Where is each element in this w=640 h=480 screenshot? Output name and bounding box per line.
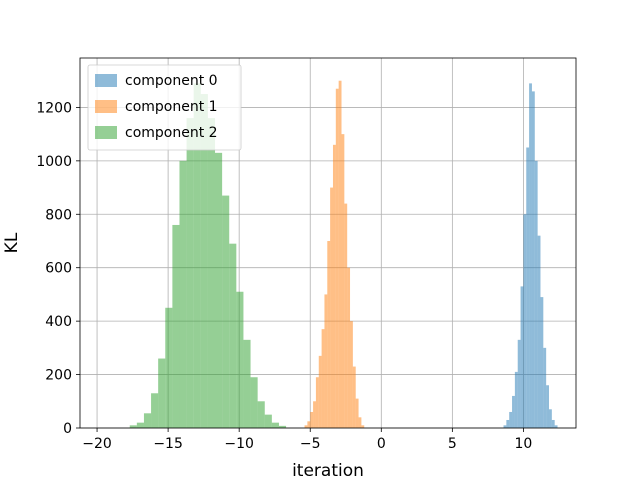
- bar-series-2-bin-16: [243, 339, 251, 428]
- bar-series-0-bin-7: [523, 214, 527, 428]
- bar-series-2-bin-2: [143, 413, 152, 428]
- bar-series-1-bin-3: [313, 401, 316, 428]
- legend-label-0: component 0: [125, 73, 218, 89]
- bar-series-1-bin-1: [307, 421, 311, 428]
- bar-series-2-bin-8: [186, 118, 194, 428]
- bar-series-2-bin-11: [207, 118, 216, 428]
- bar-series-2-bin-6: [172, 224, 180, 428]
- bar-series-0-bin-0: [503, 425, 507, 428]
- bar-series-2-bin-19: [264, 414, 272, 428]
- x-tick-label-2: −10: [224, 436, 254, 452]
- bar-series-2-bin-14: [229, 243, 237, 428]
- bar-series-2-bin-17: [250, 377, 258, 428]
- x-tick-label-4: 0: [377, 436, 386, 452]
- y-tick-label-4: 800: [45, 207, 72, 223]
- bar-series-0-bin-2: [509, 411, 513, 428]
- bar-series-0-bin-13: [540, 297, 544, 428]
- bar-series-0-bin-5: [517, 339, 521, 428]
- bar-series-2-bin-5: [165, 307, 173, 428]
- bar-series-1-bin-20: [361, 425, 365, 428]
- legend-swatch-1: [95, 100, 117, 113]
- bar-series-1-bin-17: [352, 366, 356, 428]
- y-tick-label-6: 1200: [36, 100, 72, 116]
- bar-series-2-bin-1: [136, 422, 144, 428]
- bar-series-2-bin-18: [257, 401, 265, 428]
- legend-label-1: component 1: [125, 99, 218, 115]
- bar-series-1-bin-9: [330, 187, 333, 428]
- bar-series-0-bin-15: [546, 385, 549, 428]
- x-axis-label: iteration: [292, 461, 364, 480]
- x-tick-label-0: −20: [82, 436, 112, 452]
- bar-series-2-bin-7: [179, 160, 187, 428]
- bar-series-1-bin-2: [310, 411, 314, 428]
- bar-series-0-bin-10: [531, 91, 535, 429]
- y-tick-label-1: 200: [45, 368, 72, 384]
- series-1: [304, 80, 365, 429]
- bar-series-2-bin-0: [129, 425, 137, 428]
- bar-series-0-bin-12: [537, 235, 541, 428]
- bar-series-2-bin-4: [158, 358, 166, 428]
- legend-swatch-2: [95, 126, 117, 139]
- legend-box: [87, 64, 242, 151]
- y-tick-label-2: 400: [45, 314, 72, 330]
- bar-series-0-bin-4: [514, 371, 518, 428]
- bar-series-1-bin-4: [315, 377, 319, 428]
- axis-ticks: −20 −15 −10 −5 0 5 10 0 200 400 600 800 1000 1200: [36, 100, 532, 452]
- legend-label-2: component 2: [125, 125, 218, 141]
- bar-series-1-bin-10: [332, 144, 336, 428]
- bar-series-0-bin-6: [520, 286, 524, 428]
- bar-series-0-bin-1: [506, 419, 510, 428]
- bar-series-1-bin-12: [338, 80, 342, 428]
- bar-series-1-bin-15: [347, 267, 351, 428]
- x-tick-label-1: −15: [153, 436, 183, 452]
- bar-series-0-bin-16: [548, 409, 552, 428]
- bar-series-2-bin-13: [222, 195, 230, 428]
- bar-series-1-bin-6: [321, 329, 325, 428]
- plot-area-frame: [79, 57, 577, 429]
- legend: component 0 component 1 component 2: [87, 64, 242, 151]
- y-axis-label: KL: [2, 232, 22, 253]
- bar-series-1-bin-18: [355, 398, 359, 428]
- y-tick-label-5: 1000: [36, 154, 72, 170]
- bar-series-1-bin-14: [344, 203, 348, 428]
- bar-series-2-bin-10: [200, 94, 208, 429]
- bar-series-2-bin-12: [215, 152, 223, 429]
- bar-series-1-bin-13: [341, 134, 345, 428]
- series-0: [503, 83, 558, 429]
- x-tick-label-6: 10: [515, 436, 533, 452]
- x-tick-label-3: −5: [300, 436, 321, 452]
- bar-series-2-bin-3: [151, 393, 159, 428]
- series-2: [129, 83, 287, 429]
- bar-series-0-bin-8: [526, 147, 530, 429]
- bar-series-0-bin-3: [512, 395, 515, 428]
- bar-series-1-bin-5: [318, 355, 322, 428]
- histogram-bars: [129, 80, 558, 429]
- bar-series-1-bin-19: [358, 417, 362, 428]
- bar-series-0-bin-9: [529, 83, 532, 428]
- bar-series-2-bin-20: [271, 422, 279, 428]
- bar-series-1-bin-8: [327, 240, 331, 428]
- x-tick-label-5: 5: [448, 436, 457, 452]
- bar-series-1-bin-0: [304, 425, 308, 428]
- bar-series-1-bin-7: [324, 294, 328, 428]
- bar-series-2-bin-21: [278, 425, 287, 428]
- bar-series-2-bin-9: [193, 83, 201, 428]
- bar-series-0-bin-11: [534, 160, 538, 428]
- bar-series-0-bin-14: [543, 347, 547, 428]
- bar-series-0-bin-17: [551, 419, 555, 428]
- bar-series-2-bin-15: [236, 291, 244, 428]
- y-tick-label-0: 0: [63, 421, 72, 437]
- bar-series-0-bin-18: [554, 425, 558, 428]
- legend-swatch-0: [95, 74, 117, 87]
- y-tick-label-3: 600: [45, 261, 72, 277]
- bar-series-1-bin-11: [335, 88, 339, 429]
- bar-series-1-bin-16: [350, 321, 353, 428]
